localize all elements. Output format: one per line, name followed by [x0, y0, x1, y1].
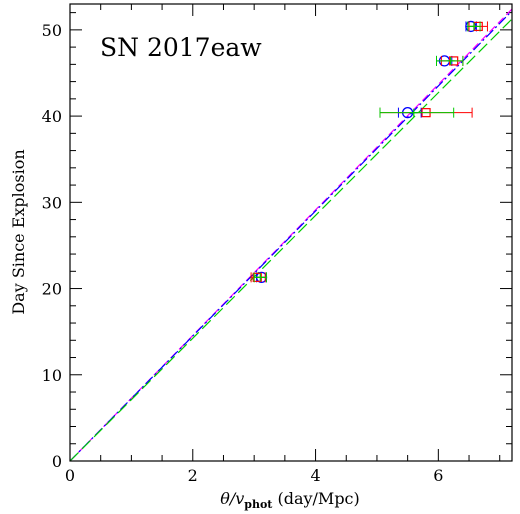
x-axis-label-sub: phot [244, 498, 273, 511]
y-axis-label: Day Since Explosion [9, 149, 28, 314]
plot-frame [69, 3, 513, 462]
y-tick-label: 50 [42, 21, 62, 40]
fit-lines [69, 8, 513, 462]
y-tick-label: 10 [42, 366, 62, 385]
fit-line [69, 10, 513, 462]
chart-title: SN 2017eaw [100, 33, 262, 62]
tick-marks [69, 4, 512, 462]
data-points [250, 20, 488, 283]
x-tick-label: 0 [65, 466, 75, 485]
y-tick-label: 40 [42, 107, 62, 126]
x-axis-label: θ/vphot (day/Mpc) [220, 489, 360, 511]
fit-line [69, 18, 513, 462]
x-tick-label: 2 [188, 466, 198, 485]
y-tick-label: 0 [52, 452, 62, 471]
x-tick-label: 6 [433, 466, 443, 485]
fit-line [69, 8, 513, 462]
y-tick-label: 30 [42, 193, 62, 212]
y-tick-label: 20 [42, 280, 62, 299]
x-axis-label-main: θ/v [220, 489, 244, 508]
x-tick-label: 4 [310, 466, 320, 485]
x-axis-label-rest: (day/Mpc) [272, 489, 359, 508]
tick-labels: 0 2 4 6 0 10 20 30 40 50 [42, 21, 444, 485]
